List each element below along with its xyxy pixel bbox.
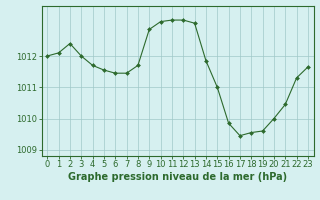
X-axis label: Graphe pression niveau de la mer (hPa): Graphe pression niveau de la mer (hPa) (68, 172, 287, 182)
